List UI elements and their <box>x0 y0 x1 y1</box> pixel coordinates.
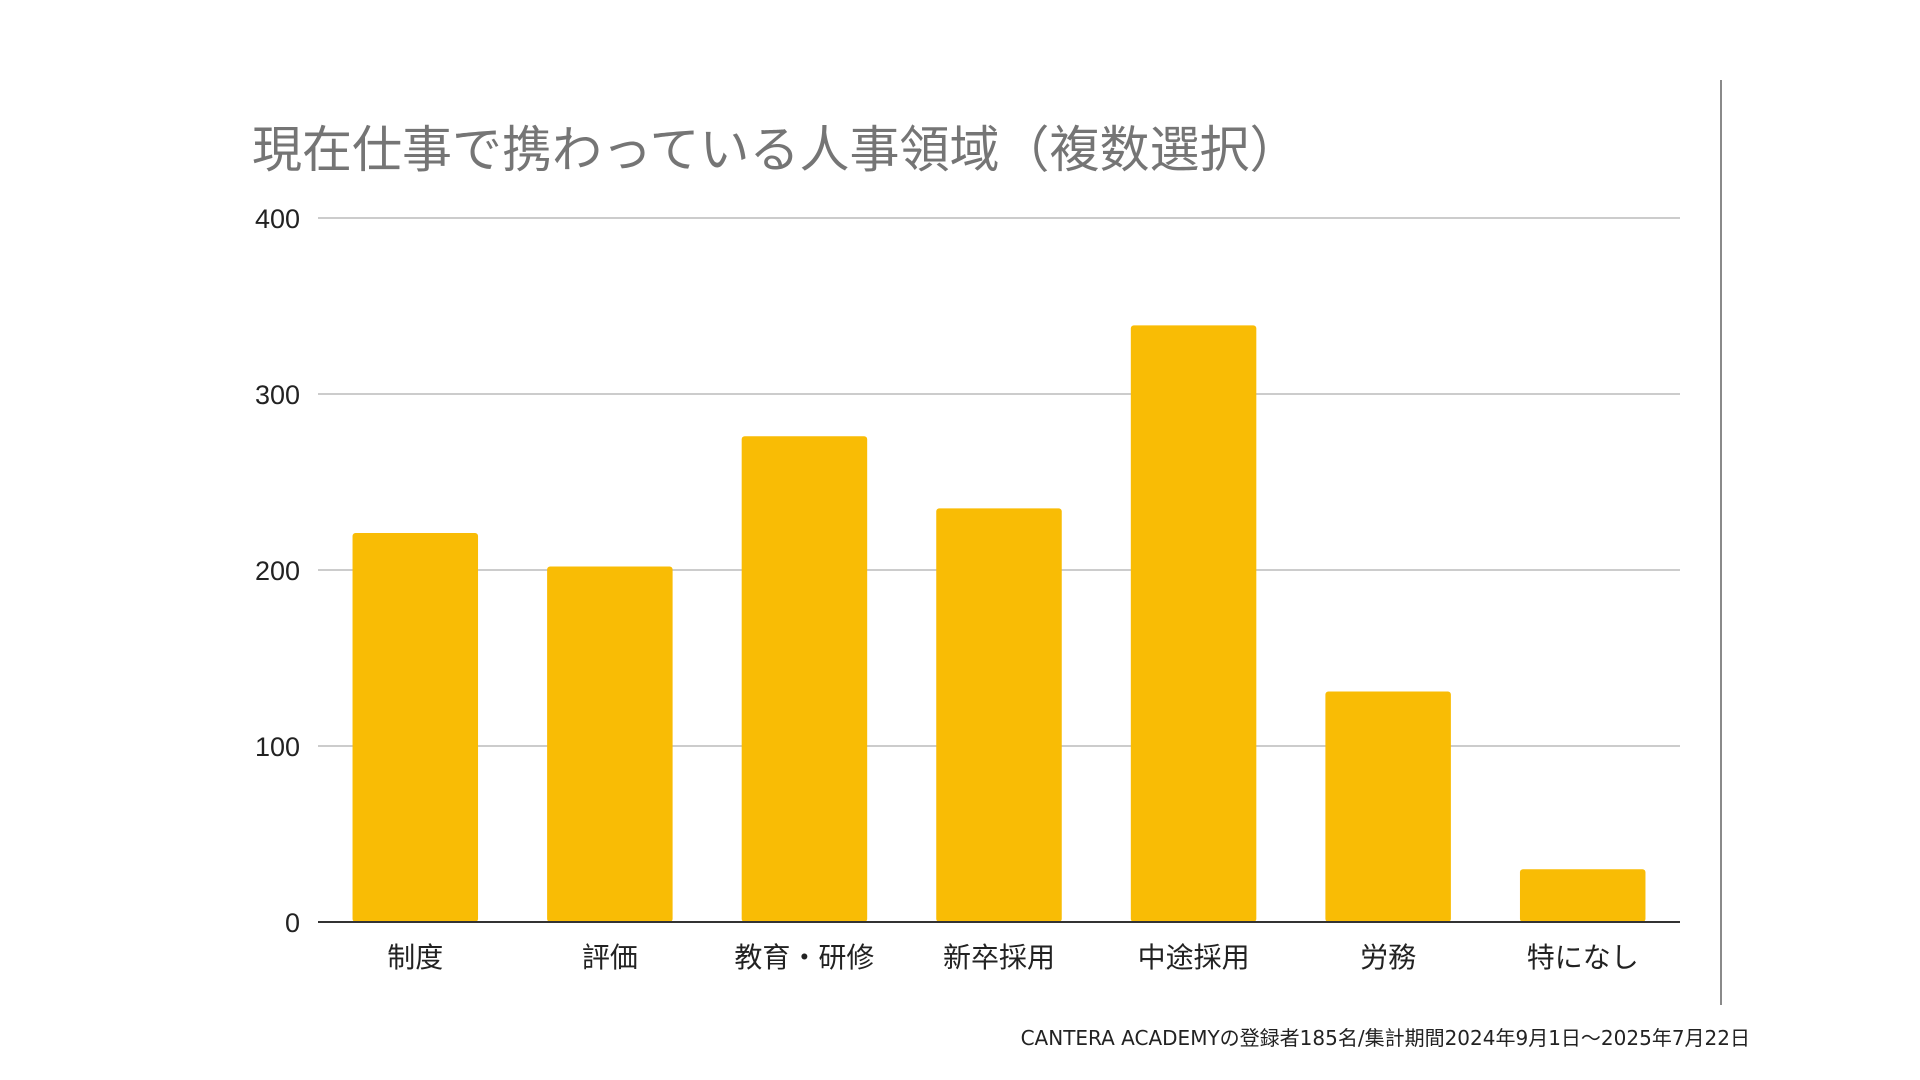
bar-6 <box>1325 691 1451 922</box>
y-tick-label-300: 300 <box>255 380 300 410</box>
chart-title: 現在仕事で携わっている人事領域（複数選択） <box>252 121 1300 179</box>
x-tick-label-1: 制度 <box>387 941 443 974</box>
y-tick-label-200: 200 <box>255 556 300 586</box>
bar-7 <box>1519 869 1646 922</box>
labels: 0 100 200 300 400 制度 評価 教育・研修 新卒採用 中途採用 労務 特になし <box>255 204 1639 974</box>
y-tick-label-100: 100 <box>255 732 300 762</box>
x-tick-label-3: 教育・研修 <box>734 941 874 974</box>
bar-2 <box>547 566 673 922</box>
bars <box>352 325 1646 922</box>
x-tick-label-5: 中途採用 <box>1138 941 1250 974</box>
y-tick-label-400: 400 <box>255 204 300 234</box>
y-tick-label-0: 0 <box>285 908 300 938</box>
vertical-divider <box>1720 80 1722 1005</box>
x-tick-label-6: 労務 <box>1360 941 1416 974</box>
footnote: CANTERA ACADEMYの登録者185名/集計期間2024年9月1日〜20… <box>1020 1026 1750 1050</box>
bar-4 <box>936 508 1062 922</box>
bar-5 <box>1130 325 1257 922</box>
x-tick-label-2: 評価 <box>582 941 638 974</box>
x-tick-label-4: 新卒採用 <box>943 941 1055 974</box>
bar-3 <box>741 436 868 922</box>
x-tick-label-7: 特になし <box>1527 941 1639 974</box>
bar-1 <box>352 533 479 922</box>
